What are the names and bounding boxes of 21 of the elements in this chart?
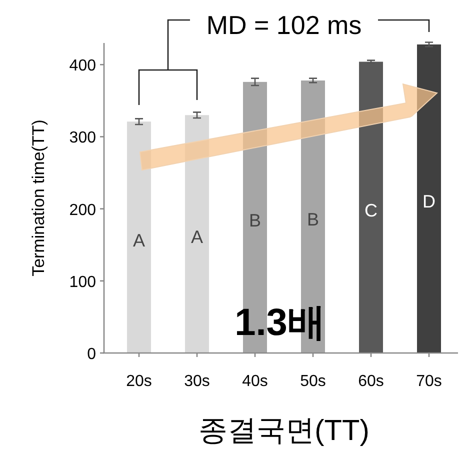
annotation: A [132, 230, 146, 250]
y-tick-label: 200 [69, 202, 96, 219]
y-tick-label: 400 [69, 58, 96, 75]
y-tick-label: 300 [69, 130, 96, 147]
x-tick-label: 40s [242, 373, 268, 390]
annotation: 1.3배 [234, 302, 326, 344]
annotation: C [364, 200, 378, 220]
text: MD = 102 ms [206, 10, 362, 40]
x-tick-label: 20s [126, 373, 152, 390]
x-tick-label: 70s [416, 373, 442, 390]
annotation: B [248, 210, 262, 230]
x-axis-title: 종결국면(TT) [198, 415, 370, 447]
annotation: B [306, 210, 320, 230]
y-tick-label: 0 [87, 346, 96, 363]
x-tick-label: 50s [300, 373, 326, 390]
y-tick-label: 100 [69, 274, 96, 291]
x-tick-label: 30s [184, 373, 210, 390]
annotation: A [190, 227, 204, 248]
x-tick-label: 60s [358, 373, 384, 390]
y-axis-title: Termination time(TT) [29, 120, 48, 276]
annotation: D [422, 192, 436, 212]
